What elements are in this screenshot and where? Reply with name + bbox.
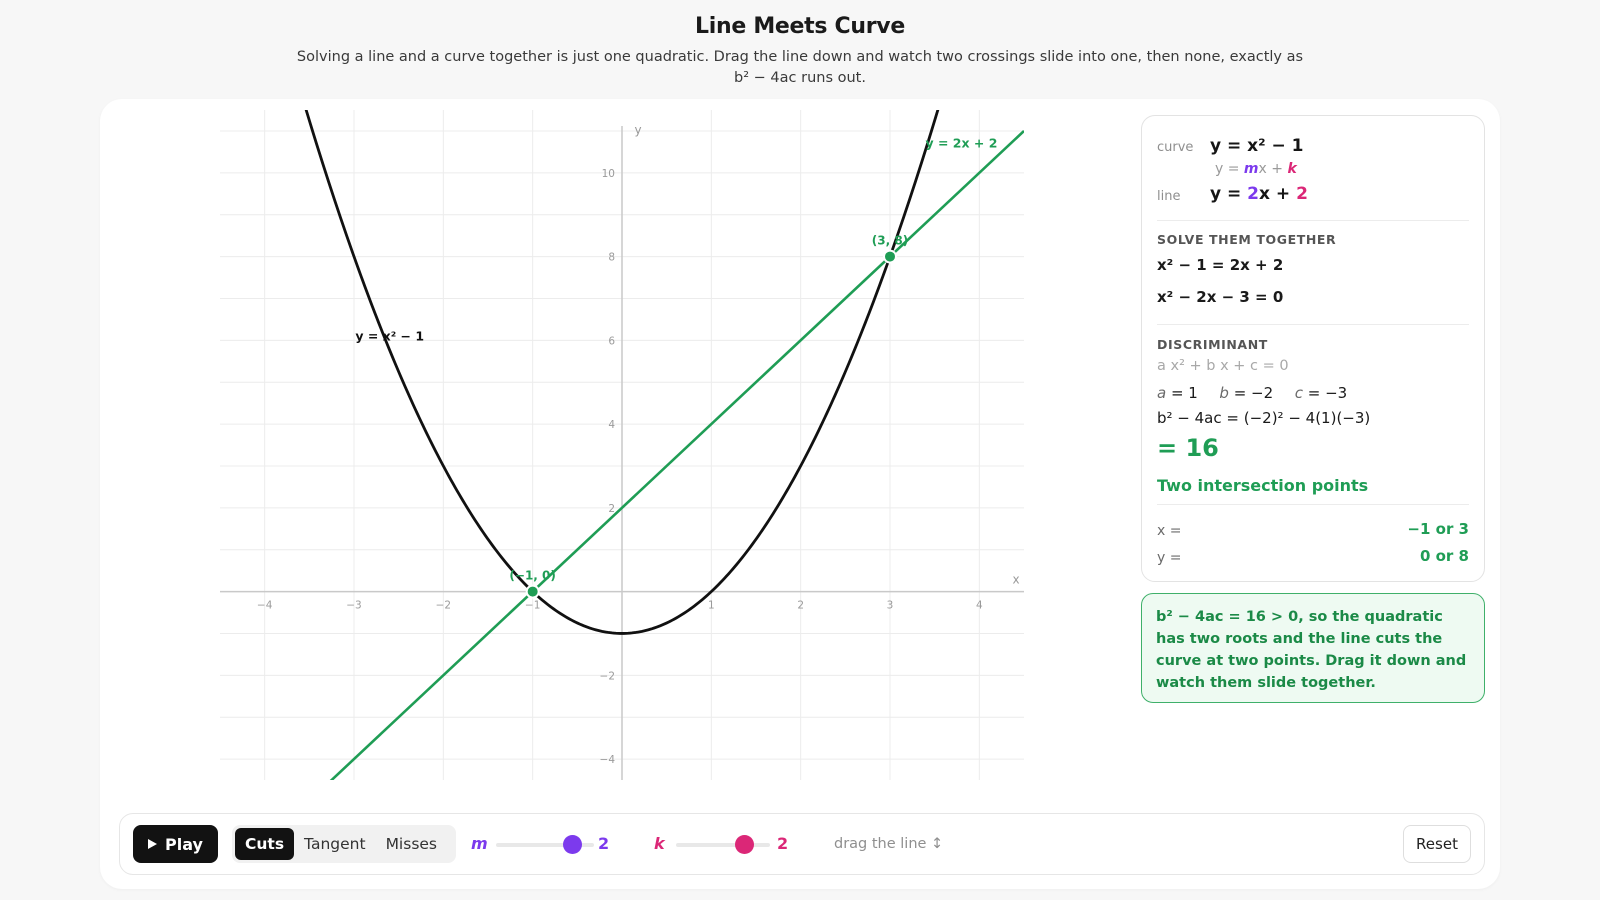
y-tick-label: 4 bbox=[608, 419, 615, 431]
intersection-label: (3, 8) bbox=[872, 234, 908, 248]
line-label: y = 2x + 2 bbox=[925, 136, 997, 151]
line-eq-prefix: y = bbox=[1210, 184, 1248, 204]
m-slider-value: 2 bbox=[598, 834, 610, 853]
axes: xy bbox=[220, 123, 1024, 780]
explanation-note: b² − 4ac = 16 > 0, so the quadratic has … bbox=[1141, 593, 1485, 703]
play-icon bbox=[148, 839, 158, 849]
solve-title: SOLVE THEM TOGETHER bbox=[1157, 232, 1337, 247]
drag-hint: drag the line ↕ bbox=[834, 836, 944, 852]
reset-button[interactable]: Reset bbox=[1403, 825, 1471, 863]
y-tick-label: 8 bbox=[608, 252, 615, 264]
line-eq-mid: x + bbox=[1259, 184, 1297, 204]
divider bbox=[1157, 504, 1469, 505]
coef-b-name: b bbox=[1219, 384, 1229, 402]
general-form: a x² + b x + c = 0 bbox=[1157, 358, 1289, 374]
k-slider-handle[interactable] bbox=[735, 835, 755, 854]
m-slider-track[interactable] bbox=[496, 843, 594, 847]
template-y: y = bbox=[1215, 161, 1244, 177]
intersection-point bbox=[883, 249, 897, 264]
line-equation: y = 2x + 2 bbox=[1210, 184, 1308, 204]
discriminant-title: DISCRIMINANT bbox=[1157, 337, 1268, 352]
x-tick-label: 4 bbox=[976, 600, 983, 612]
coef-a-name: a bbox=[1157, 384, 1167, 402]
m-slider-label: m bbox=[471, 834, 488, 853]
control-bar: Play Cuts Tangent Misses m 2 k 2 drag th… bbox=[119, 813, 1485, 875]
m-slider-handle[interactable] bbox=[562, 835, 582, 854]
line-label: line bbox=[1157, 189, 1181, 204]
y-tick-label: 2 bbox=[608, 503, 615, 515]
page-title: Line Meets Curve bbox=[695, 14, 905, 39]
x-tick-label: −2 bbox=[436, 600, 451, 612]
x-axis-label: x bbox=[1012, 573, 1019, 587]
intersection-label: (−1, 0) bbox=[509, 569, 555, 583]
k-slider-label: k bbox=[654, 834, 665, 853]
x-tick-label: 3 bbox=[887, 600, 894, 612]
x-tick-label: 1 bbox=[708, 600, 715, 612]
tick-labels: −4 −3 −2 −1 1 2 3 4 −4 −2 2 4 6 8 10 bbox=[257, 168, 983, 766]
y-result-value: 0 or 8 bbox=[1419, 547, 1469, 565]
intersection-verdict: Two intersection points bbox=[1157, 476, 1369, 495]
x-result-row: x = −1 or 3 bbox=[1157, 520, 1469, 540]
mode-cuts[interactable]: Cuts bbox=[235, 828, 295, 860]
x-tick-label: −1 bbox=[525, 600, 540, 612]
mode-misses[interactable]: Misses bbox=[385, 835, 438, 853]
mode-selector: Cuts Tangent Misses bbox=[232, 825, 456, 863]
y-axis-label: y bbox=[634, 123, 641, 137]
line-eq-m: 2 bbox=[1247, 184, 1260, 204]
coefficients: a = 1 b = −2 c = −3 bbox=[1157, 384, 1469, 402]
discriminant-expression: b² − 4ac = (−2)² − 4(1)(−3) bbox=[1157, 409, 1371, 427]
y-tick-label: −2 bbox=[600, 670, 615, 682]
curve-label: curve bbox=[1157, 140, 1194, 155]
intersection-point bbox=[525, 584, 540, 599]
solve-equation-2: x² − 2x − 3 = 0 bbox=[1157, 288, 1284, 306]
k-slider-track[interactable] bbox=[676, 843, 770, 847]
divider bbox=[1157, 220, 1469, 221]
template-m: m bbox=[1243, 161, 1259, 177]
page-subtitle: Solving a line and a curve together is j… bbox=[296, 49, 1304, 86]
y-tick-label: −4 bbox=[600, 754, 616, 766]
x-result-label: x = bbox=[1157, 523, 1182, 539]
x-tick-label: −4 bbox=[257, 600, 273, 612]
curve-label: y = x² − 1 bbox=[355, 328, 424, 343]
line-eq-k: 2 bbox=[1296, 184, 1308, 204]
template-x: x + bbox=[1258, 161, 1288, 177]
coef-c-value: = −3 bbox=[1302, 384, 1348, 402]
x-tick-label: −3 bbox=[346, 600, 361, 612]
solve-equation-1: x² − 1 = 2x + 2 bbox=[1157, 256, 1284, 274]
x-tick-label: 2 bbox=[797, 600, 804, 612]
coef-c-name: c bbox=[1294, 384, 1303, 402]
template-k: k bbox=[1287, 161, 1297, 177]
k-slider-value: 2 bbox=[777, 834, 789, 853]
x-result-value: −1 or 3 bbox=[1407, 520, 1469, 538]
play-button[interactable]: Play bbox=[133, 825, 218, 863]
equations-panel: curve y = x² − 1 y = mx + k line y = 2x … bbox=[1141, 115, 1485, 582]
mode-tangent[interactable]: Tangent bbox=[304, 835, 366, 853]
coef-b-value: = −2 bbox=[1228, 384, 1274, 402]
intersection-points: (−1, 0) (3, 8) bbox=[509, 234, 908, 599]
play-label: Play bbox=[165, 834, 203, 854]
curve-equation: y = x² − 1 bbox=[1210, 136, 1304, 156]
y-tick-label: 10 bbox=[602, 168, 615, 180]
y-tick-label: 6 bbox=[608, 335, 615, 347]
y-result-row: y = 0 or 8 bbox=[1157, 547, 1469, 567]
discriminant-value: = 16 bbox=[1157, 434, 1219, 462]
y-result-label: y = bbox=[1157, 550, 1182, 566]
divider bbox=[1157, 324, 1469, 325]
coef-a-value: = 1 bbox=[1166, 384, 1198, 402]
line-template: y = mx + k bbox=[1215, 161, 1469, 177]
